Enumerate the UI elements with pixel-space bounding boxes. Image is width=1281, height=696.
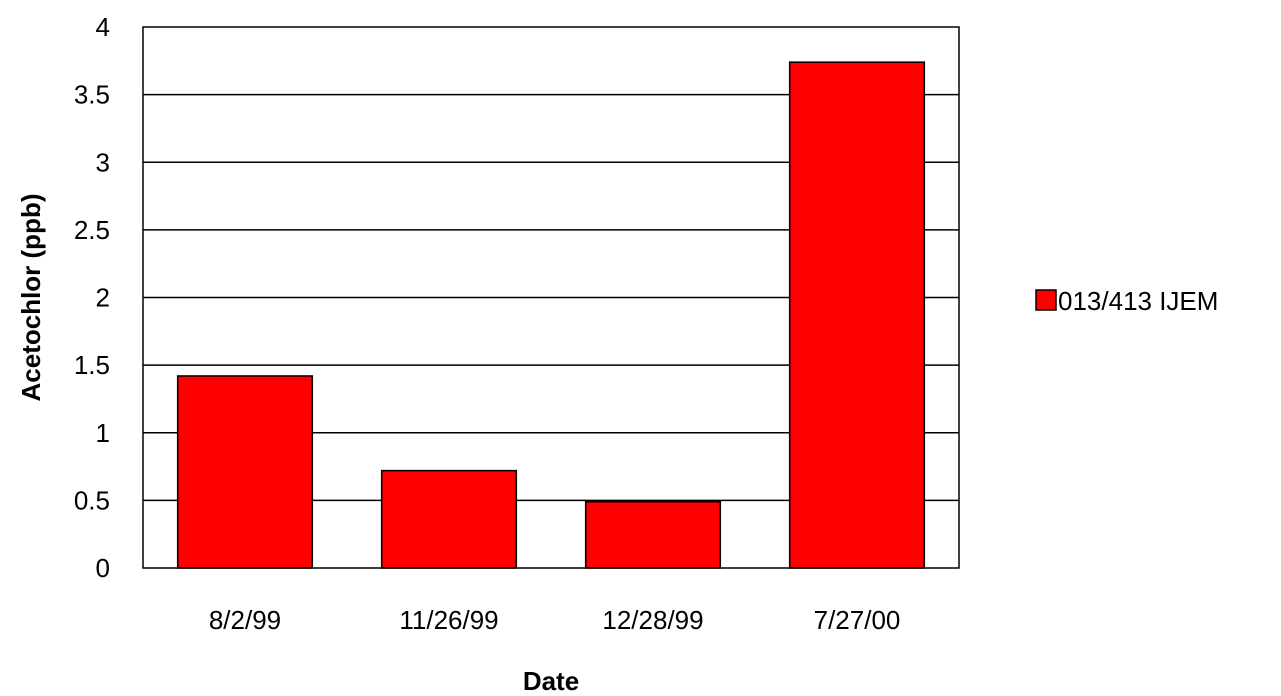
y-tick-label: 1.5 (74, 350, 110, 380)
y-tick-label: 0 (96, 553, 110, 583)
y-tick-label: 4 (96, 12, 110, 42)
bar (788, 61, 926, 569)
x-tick-label: 11/26/99 (399, 605, 498, 635)
y-tick-label: 3 (96, 147, 110, 177)
bar (176, 375, 314, 569)
bars (176, 61, 926, 569)
x-tick-label: 7/27/00 (814, 605, 901, 635)
bar (380, 469, 518, 569)
bar (584, 500, 722, 569)
legend-swatch (1035, 289, 1057, 311)
x-tick-label: 8/2/99 (209, 605, 281, 635)
legend-label: 013/413 IJEM (1058, 286, 1218, 316)
y-tick-label: 2.5 (74, 215, 110, 245)
y-tick-label: 0.5 (74, 485, 110, 515)
legend: 013/413 IJEM (1035, 286, 1218, 316)
x-tick-label: 12/28/99 (602, 605, 703, 635)
y-axis-tick-labels: 0 0.5 1 1.5 2 2.5 3 3.5 4 (74, 12, 110, 583)
x-axis-title: Date (523, 666, 579, 696)
y-tick-label: 2 (96, 283, 110, 313)
y-tick-label: 1 (96, 418, 110, 448)
plot-area-frame (142, 26, 960, 569)
y-axis-title: Acetochlor (ppb) (16, 194, 46, 402)
y-tick-label: 3.5 (74, 80, 110, 110)
x-axis-tick-labels: 8/2/99 11/26/99 12/28/99 7/27/00 (209, 605, 901, 635)
